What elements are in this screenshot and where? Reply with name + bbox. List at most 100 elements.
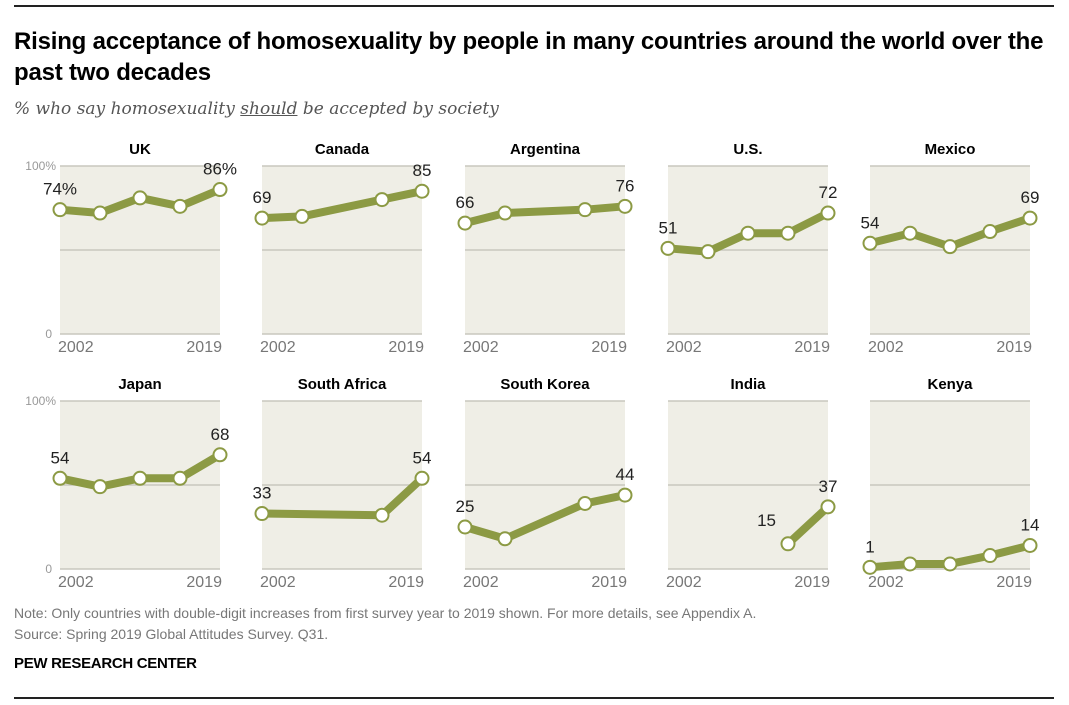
x-tick-label: 2002 bbox=[58, 574, 94, 591]
data-point bbox=[700, 244, 716, 260]
data-label-first: 25 bbox=[456, 497, 475, 516]
data-point bbox=[172, 470, 188, 486]
x-tick-label: 2019 bbox=[996, 339, 1032, 356]
top-rule bbox=[14, 5, 1054, 7]
data-point bbox=[294, 208, 310, 224]
data-point bbox=[820, 499, 836, 515]
panel-title: Canada bbox=[315, 141, 370, 158]
series-line bbox=[461, 491, 629, 543]
data-label-last: 85 bbox=[413, 161, 432, 180]
series-line bbox=[784, 502, 832, 548]
data-label-last: 14 bbox=[1021, 515, 1040, 534]
footnote: Note: Only countries with double-digit i… bbox=[14, 603, 756, 645]
x-tick-label: 2002 bbox=[58, 339, 94, 356]
panel-title: South Korea bbox=[500, 376, 590, 393]
subtitle-pre: % who say homosexuality bbox=[14, 99, 241, 119]
y-tick-label: 0 bbox=[45, 562, 52, 576]
data-point bbox=[982, 224, 998, 240]
data-point bbox=[132, 190, 148, 206]
x-tick-label: 2002 bbox=[463, 339, 499, 356]
x-tick-label: 2019 bbox=[186, 339, 222, 356]
panel-title: UK bbox=[129, 141, 151, 158]
data-label-last: 76 bbox=[616, 176, 635, 195]
data-label-first: 69 bbox=[253, 188, 272, 207]
data-point bbox=[902, 556, 918, 572]
panel-canada: Canada 2002 2019 69 85 bbox=[253, 141, 432, 356]
panel-argentina: Argentina 2002 2019 66 76 bbox=[456, 141, 635, 356]
x-tick-label: 2002 bbox=[260, 339, 296, 356]
data-label-last: 44 bbox=[616, 465, 635, 484]
panel-japan: Japan 100% 0 2002 2019 54 68 bbox=[25, 376, 229, 591]
panel-title: India bbox=[730, 376, 766, 393]
panel-u-s: U.S. 2002 2019 51 72 bbox=[659, 141, 838, 356]
x-tick-label: 2019 bbox=[591, 339, 627, 356]
chart-subtitle: % who say homosexuality should be accept… bbox=[14, 99, 499, 119]
data-label-first: 33 bbox=[253, 484, 272, 503]
x-tick-label: 2019 bbox=[794, 339, 830, 356]
data-point bbox=[862, 559, 878, 575]
data-point bbox=[457, 519, 473, 535]
panel-south-korea: South Korea 2002 2019 25 44 bbox=[456, 376, 635, 591]
x-tick-label: 2002 bbox=[868, 339, 904, 356]
data-point bbox=[212, 447, 228, 463]
panel-title: U.S. bbox=[733, 141, 762, 158]
data-label-last: 37 bbox=[819, 477, 838, 496]
series-line bbox=[258, 187, 426, 223]
y-tick-label: 100% bbox=[25, 394, 56, 408]
x-tick-label: 2002 bbox=[666, 574, 702, 591]
x-tick-label: 2002 bbox=[868, 574, 904, 591]
data-point bbox=[374, 507, 390, 523]
series-line bbox=[461, 202, 629, 228]
subtitle-emphasis: should bbox=[240, 99, 298, 119]
data-point bbox=[212, 182, 228, 198]
data-label-last: 54 bbox=[413, 448, 432, 467]
data-label-first: 15 bbox=[757, 511, 776, 530]
data-point bbox=[780, 536, 796, 552]
x-tick-label: 2002 bbox=[260, 574, 296, 591]
panel-mexico: Mexico 2002 2019 54 69 bbox=[861, 141, 1040, 356]
x-tick-label: 2019 bbox=[996, 574, 1032, 591]
data-point bbox=[52, 470, 68, 486]
data-point bbox=[1022, 537, 1038, 553]
data-point bbox=[254, 506, 270, 522]
data-point bbox=[660, 240, 676, 256]
data-point bbox=[457, 215, 473, 231]
x-tick-label: 2019 bbox=[388, 574, 424, 591]
data-label-first: 74% bbox=[43, 180, 77, 199]
data-point bbox=[497, 531, 513, 547]
data-label-first: 1 bbox=[865, 537, 874, 556]
panel-title: South Africa bbox=[298, 376, 387, 393]
note-text: Note: Only countries with double-digit i… bbox=[14, 605, 757, 621]
data-label-last: 68 bbox=[211, 425, 230, 444]
data-point bbox=[780, 225, 796, 241]
x-tick-label: 2002 bbox=[666, 339, 702, 356]
data-point bbox=[374, 192, 390, 208]
data-point bbox=[577, 495, 593, 511]
x-tick-label: 2019 bbox=[794, 574, 830, 591]
data-label-first: 54 bbox=[861, 213, 880, 232]
panel-south-africa: South Africa 2002 2019 33 54 bbox=[253, 376, 432, 591]
data-point bbox=[414, 183, 430, 199]
x-tick-label: 2019 bbox=[186, 574, 222, 591]
bottom-rule bbox=[14, 697, 1054, 699]
data-point bbox=[254, 210, 270, 226]
data-point bbox=[92, 205, 108, 221]
panel-title: Kenya bbox=[927, 376, 973, 393]
data-point bbox=[862, 235, 878, 251]
data-point bbox=[92, 479, 108, 495]
data-point bbox=[414, 470, 430, 486]
data-point bbox=[1022, 210, 1038, 226]
data-label-last: 69 bbox=[1021, 188, 1040, 207]
subtitle-post: be accepted by society bbox=[297, 99, 499, 119]
x-tick-label: 2019 bbox=[388, 339, 424, 356]
y-tick-label: 100% bbox=[25, 159, 56, 173]
data-label-first: 54 bbox=[51, 448, 70, 467]
x-tick-label: 2002 bbox=[463, 574, 499, 591]
data-point bbox=[577, 202, 593, 218]
data-point bbox=[497, 205, 513, 221]
panel-india: India 2002 2019 15 37 bbox=[666, 376, 837, 591]
panel-title: Argentina bbox=[510, 141, 581, 158]
data-point bbox=[617, 487, 633, 503]
data-label-last: 86% bbox=[203, 160, 237, 179]
